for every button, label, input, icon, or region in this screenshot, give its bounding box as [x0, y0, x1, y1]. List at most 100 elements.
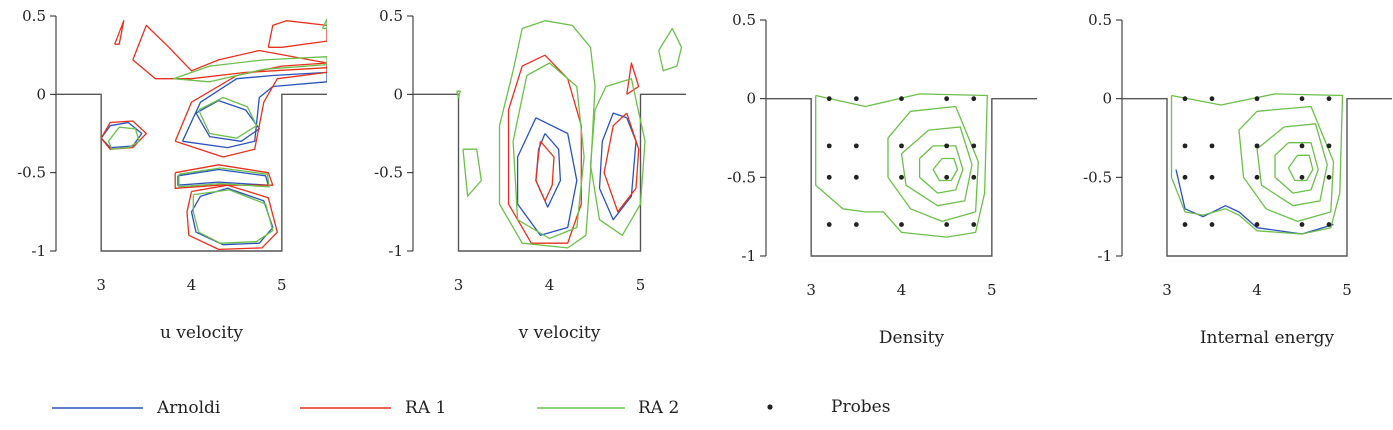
- contour-ra1: [174, 164, 274, 189]
- contour-ra2: [107, 126, 140, 150]
- probe-point: [1299, 222, 1305, 227]
- x-tick-label: 4: [187, 276, 197, 294]
- panel-density: 0.5 0 -0.5 -1 3 4 5 Density: [727, 11, 1037, 348]
- y-tick-label: 0: [1102, 90, 1112, 108]
- x-tick-label: 3: [454, 276, 464, 294]
- cavity-outline: [1122, 97, 1392, 257]
- contour-ra1: [507, 54, 582, 244]
- y-tick-label: 0.5: [1088, 11, 1112, 29]
- probe-point: [853, 96, 859, 102]
- probe-point: [971, 222, 977, 227]
- probe-point: [944, 174, 950, 180]
- probe-point: [1326, 143, 1332, 149]
- legend-label-arnoldi: Arnoldi: [156, 398, 221, 418]
- probe-point: [1326, 222, 1332, 227]
- contour-ra2: [815, 93, 988, 238]
- contour-ra2: [887, 105, 979, 223]
- contour-ra2: [900, 126, 973, 207]
- probe-point: [1299, 96, 1305, 102]
- legend-label-ra1: RA 1: [405, 398, 446, 418]
- contour-arnoldi: [190, 187, 274, 246]
- contour-ra1: [132, 24, 327, 80]
- probe-point: [1209, 222, 1215, 227]
- probe-point: [899, 222, 904, 227]
- probe-point: [1326, 96, 1332, 102]
- contour-ra1: [626, 62, 640, 95]
- panel-u-velocity: 0.5 0 -0.5 -1 3 4 5 u velocity: [17, 7, 327, 343]
- y-tick-label: -0.5: [374, 164, 403, 182]
- contour-ra2: [1170, 93, 1344, 235]
- probe-point: [826, 174, 832, 180]
- x-tick-label: 4: [897, 281, 907, 299]
- cavity-outline: [766, 97, 1037, 257]
- x-tick-label: 4: [1252, 281, 1262, 299]
- probe-point: [899, 96, 904, 102]
- x-tick-label: 5: [636, 276, 646, 294]
- contour-ra2: [918, 145, 964, 194]
- probe-point: [826, 222, 832, 227]
- probe-point: [971, 143, 977, 149]
- contour-ra2: [498, 20, 596, 249]
- probe-point: [1209, 143, 1215, 149]
- probe-point: [1299, 143, 1305, 149]
- x-tick-label: 5: [987, 281, 997, 299]
- panel-title: u velocity: [160, 323, 243, 343]
- y-tick-label: 0.5: [379, 7, 403, 25]
- contour-ra1: [603, 112, 640, 213]
- contour-ra1: [267, 20, 327, 48]
- probe-point: [1254, 174, 1260, 180]
- contour-ra2: [192, 189, 274, 244]
- contour-arnoldi: [181, 71, 327, 149]
- legend-probe-dot: [767, 404, 773, 410]
- y-tick-label: -1: [31, 242, 46, 260]
- probe-point: [1182, 174, 1188, 180]
- probe-point: [826, 96, 832, 102]
- contour-arnoldi: [598, 112, 637, 221]
- contour-ra2: [173, 56, 327, 83]
- x-tick-label: 5: [277, 276, 287, 294]
- probe-point: [1254, 222, 1260, 227]
- contour-ra1: [114, 20, 125, 45]
- probe-point: [853, 174, 859, 180]
- panel-title: Internal energy: [1200, 328, 1335, 348]
- probe-point: [1254, 143, 1260, 149]
- contour-arnoldi: [535, 133, 562, 208]
- y-tick-label: -1: [388, 242, 403, 260]
- legend-label-ra2: RA 2: [638, 398, 679, 418]
- probe-point: [1182, 96, 1188, 102]
- panel-v-velocity: 0.5 0 -0.5 -1 3 4 5 v velocity: [374, 7, 686, 343]
- contour-ra2: [589, 78, 646, 236]
- y-tick-label: -1: [741, 247, 756, 265]
- cavity-outline: [56, 93, 327, 252]
- x-tick-label: 3: [1162, 281, 1172, 299]
- contour-group: [456, 20, 683, 249]
- probe-point: [826, 143, 832, 149]
- y-tick-label: 0.5: [22, 7, 46, 25]
- contour-ra2: [512, 62, 585, 240]
- contour-group: [1170, 93, 1344, 235]
- probe-point: [1254, 96, 1260, 102]
- contour-ra1: [535, 140, 555, 202]
- legend: Arnoldi RA 1 RA 2 Probes: [52, 397, 890, 418]
- contour-ra2: [462, 148, 482, 197]
- contour-ra1: [174, 62, 327, 158]
- legend-label-probes: Probes: [831, 397, 890, 417]
- probe-point: [944, 96, 950, 102]
- probe-point: [853, 222, 859, 227]
- y-tick-label: -0.5: [1083, 168, 1112, 186]
- x-tick-label: 3: [96, 276, 106, 294]
- contour-ra2: [1274, 142, 1319, 194]
- y-tick-label: 0: [393, 85, 403, 103]
- probe-point: [1326, 174, 1332, 180]
- contour-ra1: [186, 184, 278, 251]
- y-tick-label: -0.5: [17, 164, 46, 182]
- contour-arnoldi: [100, 121, 143, 149]
- probe-point: [1209, 96, 1215, 102]
- contour-ra2: [198, 96, 258, 139]
- y-tick-label: 0: [36, 85, 46, 103]
- x-tick-label: 3: [806, 281, 816, 299]
- y-tick-label: -1: [1097, 247, 1112, 265]
- contour-ra2: [178, 167, 270, 188]
- contour-ra2: [1238, 105, 1335, 223]
